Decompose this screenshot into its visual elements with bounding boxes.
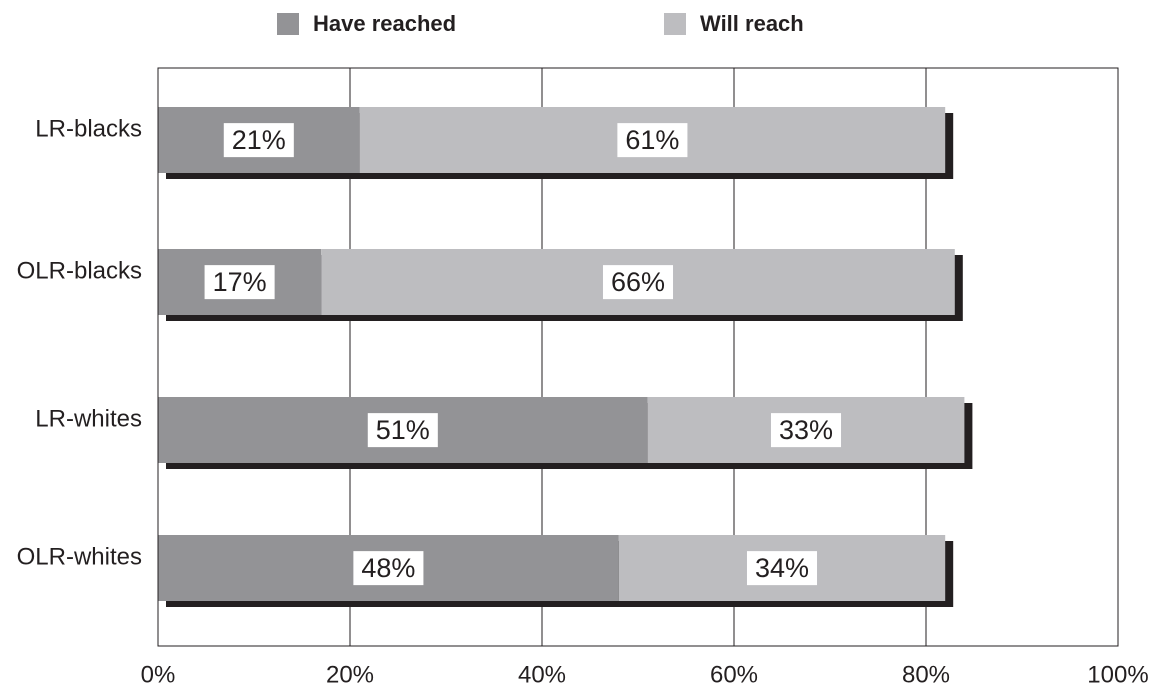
x-tick-label: 20% [326,661,374,688]
data-label-box [617,123,688,158]
bar-row-lr-blacks: 21% 61% [158,107,954,179]
legend-label: Have reached [313,11,456,36]
data-label-box [602,265,674,300]
data-label-box [353,551,424,586]
data-label: 17% [213,267,267,297]
x-tick-label: 40% [518,661,566,688]
data-label: 34% [755,553,809,583]
bar-row-lr-whites: 51% 33% [158,397,973,469]
category-label: OLR-blacks [17,257,142,284]
category-label: OLR-whites [17,543,142,570]
data-label-box [223,123,294,158]
data-label-box [770,413,842,448]
y-axis-labels: LR-blacks OLR-blacks LR-whites OLR-whites [17,115,142,570]
x-tick-label: 100% [1087,661,1148,688]
bar-row-olr-blacks: 17% 66% [158,249,963,321]
data-label-box [204,265,275,300]
data-label: 33% [779,415,833,445]
x-axis-labels: 0% 20% 40% 60% 80% 100% [141,661,1149,688]
bar-row-olr-whites: 48% 34% [158,535,954,607]
legend-item-have-reached: Have reached [277,11,456,36]
legend-item-will-reach: Will reach [664,11,804,36]
x-tick-label: 60% [710,661,758,688]
data-label: 66% [611,267,665,297]
plot-frame [157,67,1119,647]
data-label: 51% [376,415,430,445]
data-label-box [746,551,818,586]
x-tick-label: 0% [141,661,176,688]
data-label: 61% [625,125,679,155]
bars: 21% 61% 17% 66% 51% 33% 48% 34% [158,107,973,607]
legend-swatch [664,13,686,35]
data-label: 21% [232,125,286,155]
data-label: 48% [361,553,415,583]
legend: Have reached Will reach [277,11,804,36]
category-label: LR-whites [35,405,142,432]
data-label-box [367,413,438,448]
legend-label: Will reach [700,11,804,36]
x-tick-label: 80% [902,661,950,688]
legend-swatch [277,13,299,35]
category-label: LR-blacks [35,115,142,142]
